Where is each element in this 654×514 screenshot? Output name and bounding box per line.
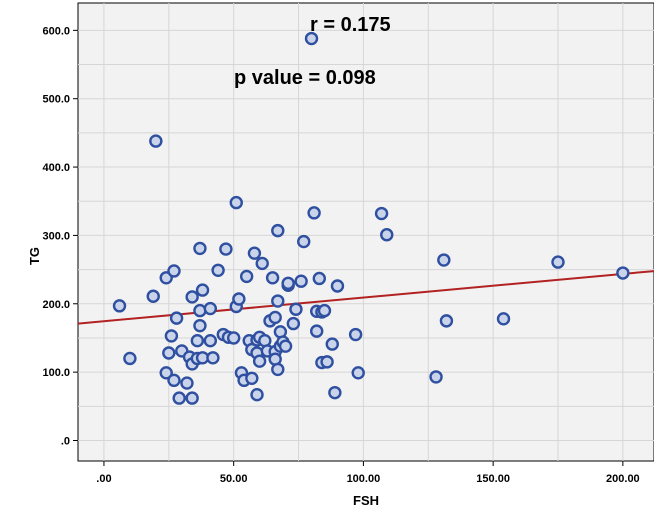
r-annotation: r = 0.175 <box>310 14 391 36</box>
data-point <box>229 195 243 210</box>
data-point <box>297 234 311 249</box>
data-point <box>252 354 267 368</box>
data-point <box>250 387 264 402</box>
data-point <box>112 299 127 313</box>
y-axis-title: TG <box>27 247 42 265</box>
data-point <box>325 337 339 351</box>
data-point <box>245 371 259 385</box>
data-point <box>374 206 389 221</box>
data-point <box>271 294 285 308</box>
x-tick-label: .00 <box>96 473 111 485</box>
data-point <box>172 391 186 405</box>
data-point <box>294 274 308 288</box>
data-point <box>167 373 181 388</box>
data-point <box>203 333 218 348</box>
data-point <box>380 228 394 242</box>
x-tick-label: 200.00 <box>606 473 640 485</box>
data-point <box>219 242 233 256</box>
data-point <box>193 303 207 318</box>
data-point <box>328 385 342 400</box>
data-point <box>149 134 163 148</box>
data-point <box>271 362 285 377</box>
data-point <box>278 339 293 353</box>
data-point <box>185 290 199 304</box>
x-tick-label: 150.00 <box>476 473 510 485</box>
data-point <box>247 246 262 260</box>
data-point <box>320 355 334 369</box>
data-point <box>123 351 137 366</box>
data-point <box>289 302 303 316</box>
data-point <box>268 310 282 325</box>
x-tick-label: 100.00 <box>347 473 381 485</box>
data-point <box>310 324 324 338</box>
data-point <box>180 376 194 390</box>
grid-layer <box>78 3 654 461</box>
x-axis-title: FSH <box>353 493 379 508</box>
data-point <box>195 283 210 297</box>
data-point <box>330 279 345 293</box>
data-point <box>439 314 454 328</box>
data-point <box>193 318 207 333</box>
data-point <box>437 253 451 267</box>
data-point <box>193 241 207 256</box>
points-layer <box>112 31 630 405</box>
data-point <box>496 312 511 326</box>
data-point <box>146 289 160 303</box>
data-point <box>232 292 246 306</box>
y-tick-label: 100.0 <box>42 367 70 379</box>
data-point <box>239 269 254 284</box>
data-point <box>164 329 179 343</box>
y-tick-label: 400.0 <box>42 162 70 174</box>
data-point <box>429 370 443 384</box>
data-point <box>203 301 218 316</box>
y-tick-label: 500.0 <box>42 94 70 106</box>
ticks-layer: .00 50.00 100.00 150.00 200.00 .0 100.0 200.0 30… <box>42 25 639 485</box>
data-point <box>348 327 363 342</box>
data-point <box>190 333 205 348</box>
data-point <box>304 31 319 46</box>
data-point <box>211 263 225 277</box>
data-point <box>169 311 184 325</box>
data-point <box>255 256 269 271</box>
data-point <box>281 276 295 290</box>
data-point <box>271 223 285 238</box>
data-point <box>551 255 565 269</box>
data-point <box>286 316 301 331</box>
y-tick-label: 600.0 <box>42 25 70 37</box>
data-point <box>616 266 630 280</box>
data-point <box>312 271 326 286</box>
data-point <box>167 264 181 278</box>
y-tick-label: .0 <box>61 435 70 447</box>
x-tick-label: 50.00 <box>220 473 248 485</box>
y-tick-label: 200.0 <box>42 299 70 311</box>
data-point <box>307 206 321 220</box>
data-point <box>162 346 176 360</box>
y-tick-label: 300.0 <box>42 230 70 242</box>
data-point <box>317 303 332 318</box>
data-point <box>351 366 365 380</box>
data-point <box>265 271 280 285</box>
p-value-annotation: p value = 0.098 <box>234 67 376 89</box>
data-point <box>226 331 241 345</box>
data-point <box>206 351 220 365</box>
data-point <box>159 366 173 380</box>
data-point <box>185 391 199 405</box>
